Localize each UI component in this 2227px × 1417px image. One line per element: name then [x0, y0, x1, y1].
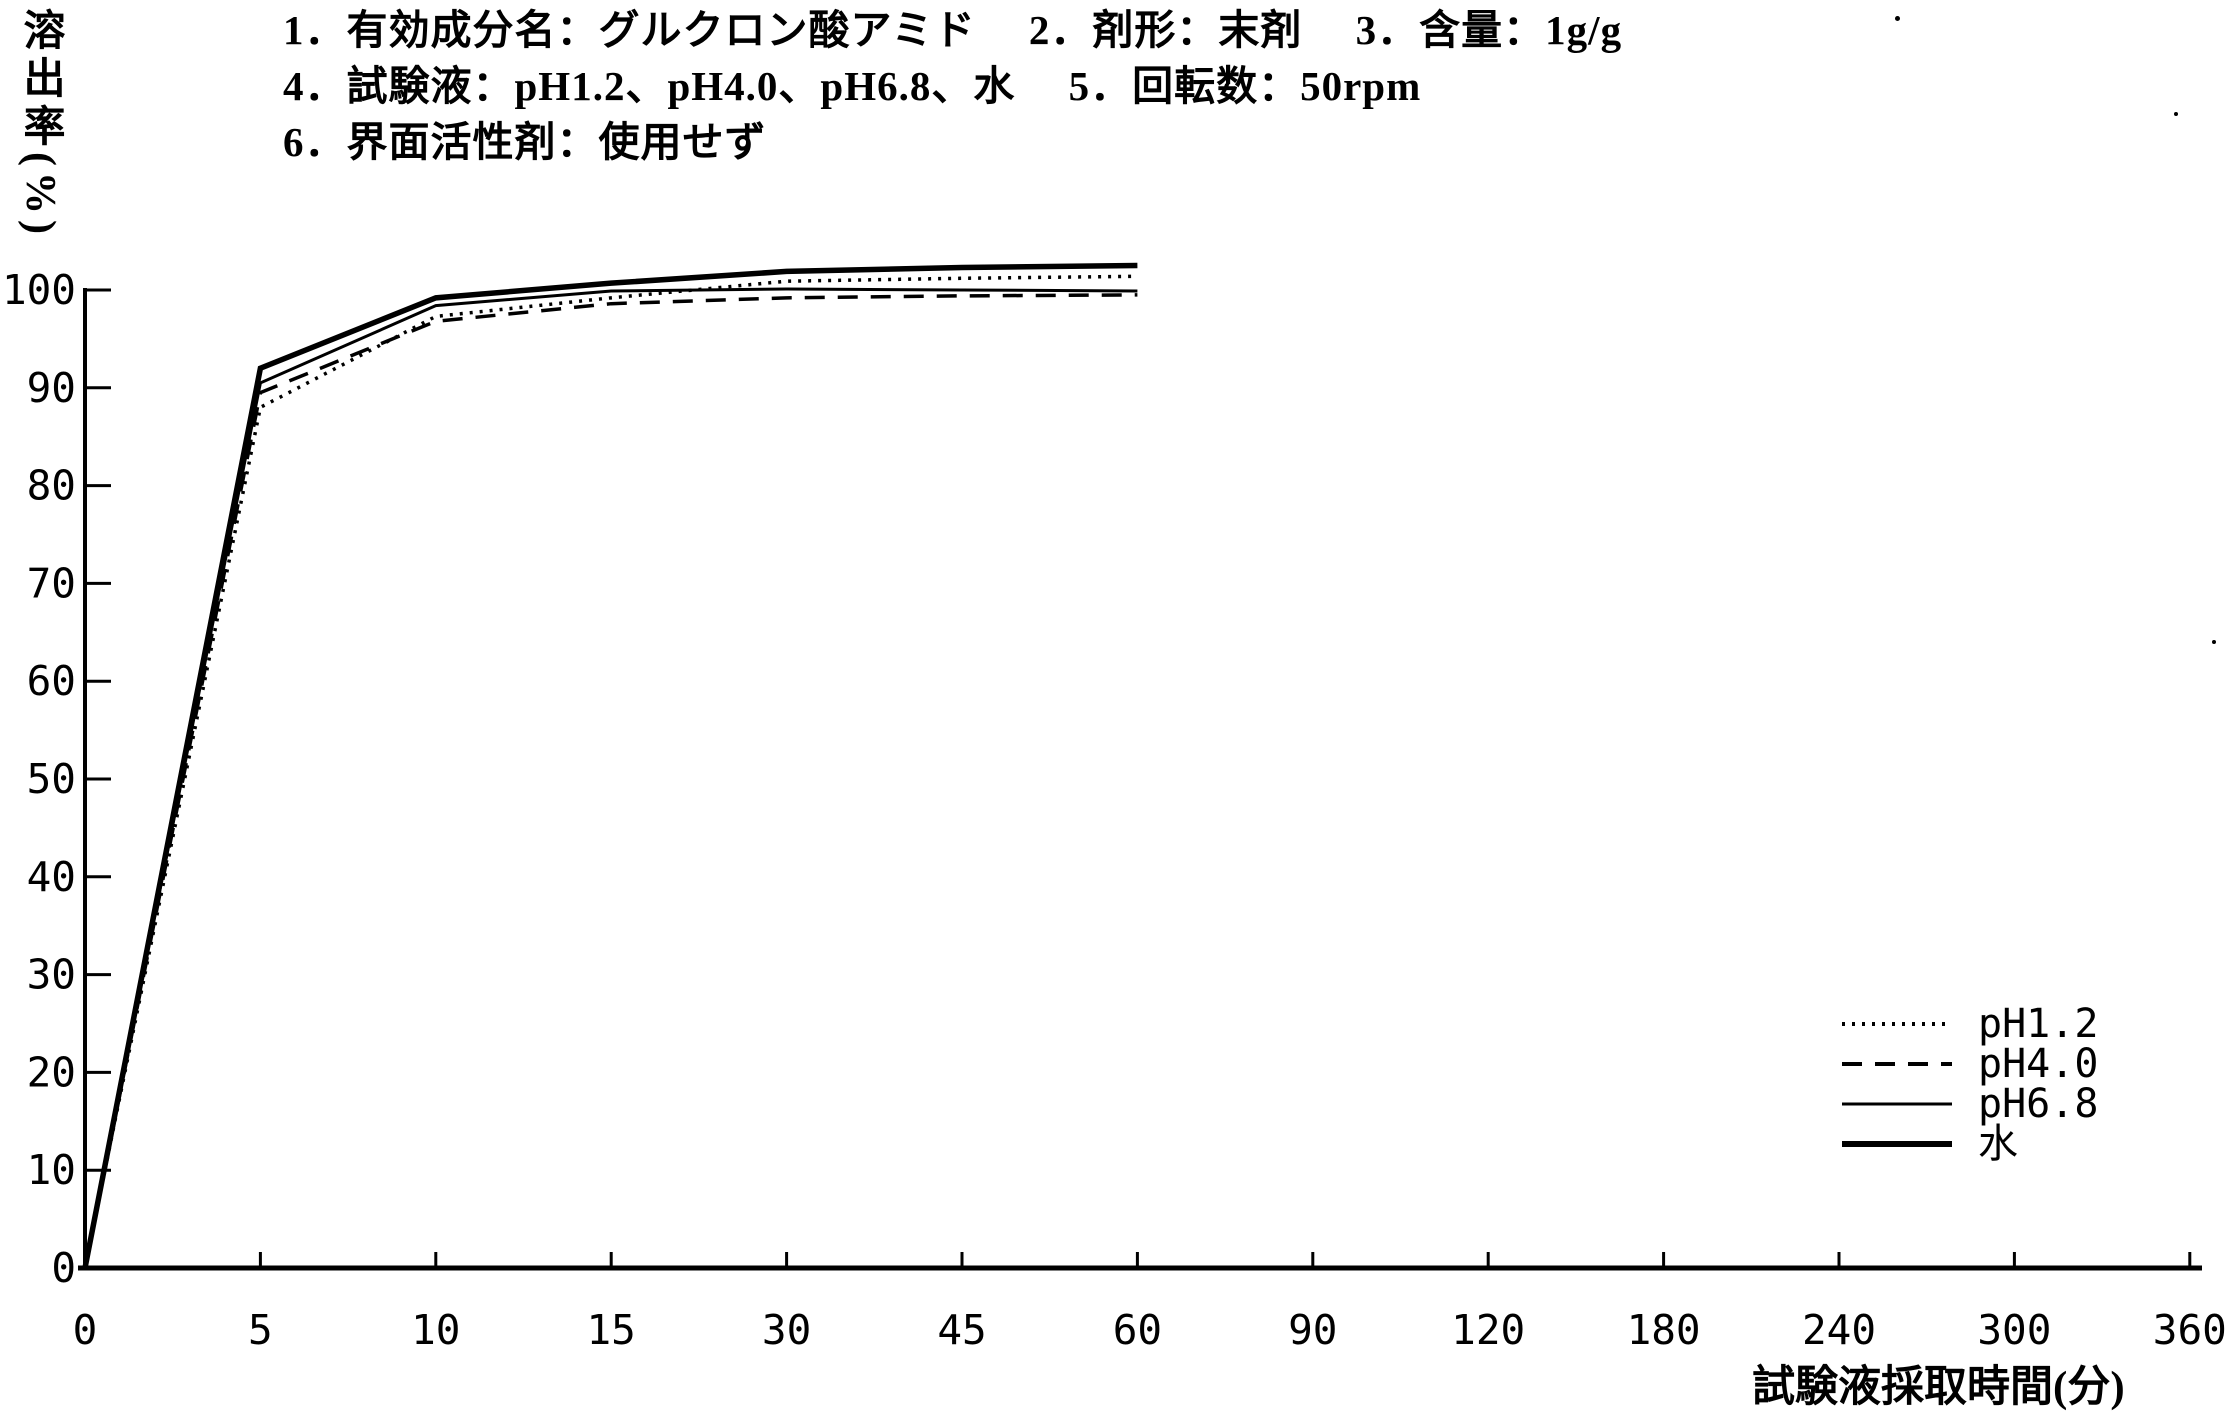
scan-speck: [1895, 16, 1900, 21]
x-tick-label: 5: [248, 1306, 273, 1354]
x-tick-label: 15: [587, 1306, 636, 1354]
series-line-水: [82, 262, 1138, 1269]
legend-item-ph4-0: pH4.0: [1842, 1044, 2098, 1084]
y-tick-label: 0: [51, 1244, 76, 1292]
thick-solid-line-icon: [1842, 1141, 1952, 1147]
test-conditions-header: 1．有効成分名：グルクロン酸アミド 2．剤形：末剤 3．含量：1g/g 4．試験…: [283, 2, 1622, 170]
x-tick-label: 60: [1113, 1306, 1162, 1354]
x-tick-label: 30: [762, 1306, 811, 1354]
x-tick-label: 240: [1802, 1306, 1876, 1354]
y-tick-label: 60: [27, 657, 76, 705]
x-tick-label: 120: [1451, 1306, 1525, 1354]
dashed-line-icon: [1842, 1062, 1952, 1066]
series-line-pH4.0: [83, 293, 1138, 1269]
x-tick-label: 10: [411, 1306, 460, 1354]
x-tick-label: 0: [73, 1306, 98, 1354]
legend-item-ph6-8: pH6.8: [1842, 1084, 2098, 1124]
y-axis-title: 溶出率(%): [17, 8, 63, 240]
x-tick-label: 360: [2153, 1306, 2227, 1354]
legend-item-ph1-2: pH1.2: [1842, 1004, 2098, 1044]
y-tick-label: 40: [27, 853, 76, 901]
x-tick-label: 90: [1288, 1306, 1337, 1354]
y-tick-label: 20: [27, 1048, 76, 1096]
x-tick-label: 300: [1977, 1306, 2051, 1354]
condition-line-2: 4．試験液：pH1.2、pH4.0、pH6.8、水 5．回転数：50rpm: [283, 63, 1422, 109]
condition-line-1: 1．有効成分名：グルクロン酸アミド 2．剤形：末剤 3．含量：1g/g: [283, 7, 1623, 53]
scan-speck: [2174, 112, 2178, 116]
y-tick-label: 10: [27, 1146, 76, 1194]
legend-label-water: 水: [1978, 1121, 2018, 1167]
x-axis-title: 試験液採取時間(分): [1752, 1364, 2125, 1411]
thin-solid-line-icon: [1842, 1102, 1952, 1106]
dotted-line-icon: [1842, 1022, 1952, 1026]
legend: pH1.2 pH4.0 pH6.8 水: [1842, 1004, 2098, 1164]
series-line-pH1.2: [83, 274, 1138, 1269]
y-tick-label: 70: [27, 559, 76, 607]
x-tick-label: 180: [1627, 1306, 1701, 1354]
scan-speck: [2212, 640, 2216, 644]
legend-label-ph1-2: pH1.2: [1978, 1001, 2099, 1047]
series-line-pH6.8: [83, 287, 1138, 1269]
y-tick-label: 50: [27, 755, 76, 803]
x-tick-label: 45: [937, 1306, 986, 1354]
y-tick-label: 30: [27, 951, 76, 999]
y-tick-label: 80: [27, 462, 76, 510]
condition-line-3: 6．界面活性剤：使用せず: [283, 119, 767, 165]
legend-label-ph4-0: pH4.0: [1978, 1041, 2099, 1087]
y-tick-label: 90: [27, 364, 76, 412]
y-tick-label: 100: [2, 266, 76, 314]
legend-item-water: 水: [1842, 1124, 2098, 1164]
legend-label-ph6-8: pH6.8: [1978, 1081, 2099, 1127]
